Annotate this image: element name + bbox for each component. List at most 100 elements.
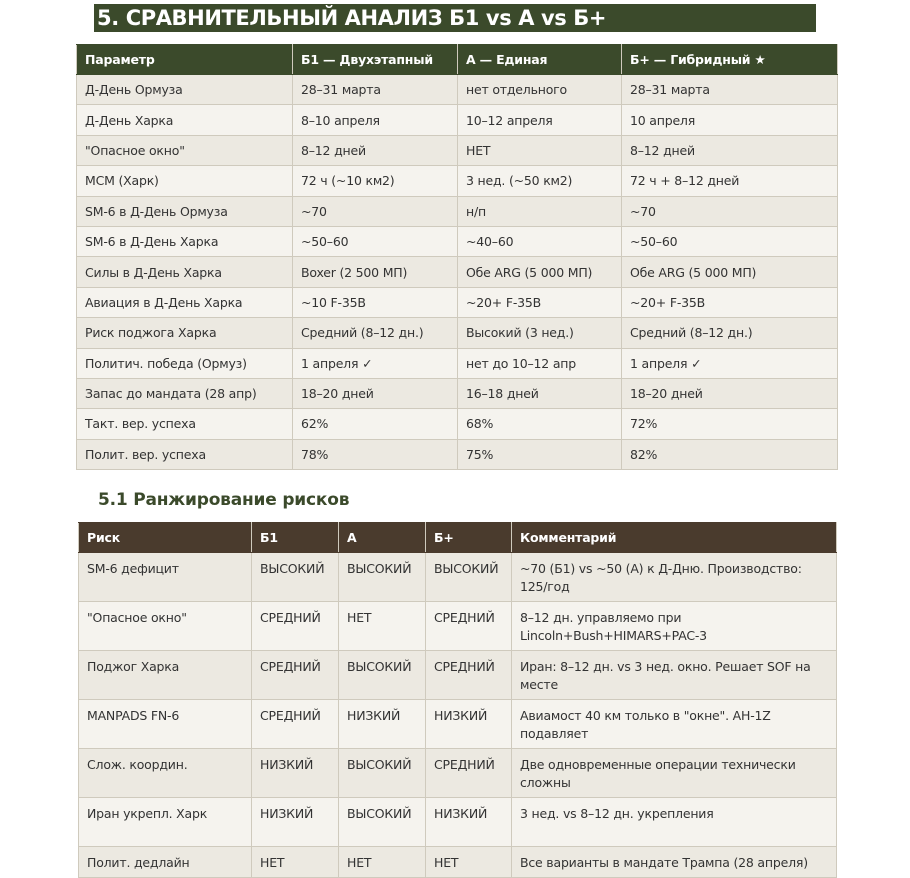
table-row: SM-6 дефицит ВЫСОКИЙ ВЫСОКИЙ ВЫСОКИЙ ~70 (Б1… bbox=[78, 552, 837, 602]
table-cell: 68% bbox=[457, 408, 622, 440]
table-cell: 18–20 дней bbox=[292, 377, 458, 410]
table-cell: 1 апреля ✓ bbox=[621, 347, 838, 379]
table-row: Д-День Харка 8–10 апреля 10–12 апреля 10 ап… bbox=[76, 104, 838, 136]
risk-ranking-table: Риск Б1 А Б+ Комментарий SM-6 дефицит ВЫСОКИЙ… bbox=[78, 522, 837, 878]
table-cell: 8–12 дн. управляемо при Lincoln+Bush+HIM… bbox=[511, 601, 837, 651]
table-cell: "Опасное окно" bbox=[76, 134, 293, 167]
table-row: SM-6 в Д-День Харка ~50–60 ~40–60 ~50–60 bbox=[76, 225, 838, 258]
table-row: Слож. координ. НИЗКИЙ ВЫСОКИЙ СРЕДНИЙ Две од… bbox=[78, 748, 837, 798]
table-cell: ~50–60 bbox=[292, 225, 458, 258]
table-row: "Опасное окно" 8–12 дней НЕТ 8–12 дней bbox=[76, 134, 838, 167]
table-cell: ВЫСОКИЙ bbox=[338, 650, 426, 700]
table-cell: Высокий (3 нед.) bbox=[457, 317, 622, 349]
table-row: Запас до мандата (28 апр) 18–20 дней 16–18… bbox=[76, 377, 838, 410]
table-row: Риск поджога Харка Средний (8–12 дн.) Высо… bbox=[76, 317, 838, 349]
table-cell: Обе ARG (5 000 МП) bbox=[457, 256, 622, 288]
table-cell: MCM (Харк) bbox=[76, 165, 293, 197]
table-cell: 78% bbox=[292, 438, 458, 471]
column-header: А — Единая bbox=[457, 44, 622, 75]
table-cell: SM-6 дефицит bbox=[78, 552, 252, 602]
table-cell: НИЗКИЙ bbox=[251, 748, 339, 798]
column-header: Параметр bbox=[76, 44, 293, 75]
table-cell: Иран укрепл. Харк bbox=[78, 797, 252, 847]
table-cell: НИЗКИЙ bbox=[425, 699, 512, 749]
table-cell: СРЕДНИЙ bbox=[251, 650, 339, 700]
table-cell: Поджог Харка bbox=[78, 650, 252, 700]
table-cell: 10–12 апреля bbox=[457, 104, 622, 136]
table-cell: ~40–60 bbox=[457, 225, 622, 258]
table-cell: СРЕДНИЙ bbox=[425, 748, 512, 798]
section-title: 5. СРАВНИТЕЛЬНЫЙ АНАЛИЗ Б1 vs А vs Б+ bbox=[94, 4, 816, 32]
table-row: Полит. дедлайн НЕТ НЕТ НЕТ Все варианты в ма… bbox=[78, 846, 837, 878]
column-header: А bbox=[338, 522, 426, 553]
table-cell: НЕТ bbox=[457, 134, 622, 167]
table-cell: 82% bbox=[621, 438, 838, 471]
table-cell: НЕТ bbox=[338, 846, 426, 878]
table-cell: 3 нед. (~50 км2) bbox=[457, 165, 622, 197]
table-header-row: Риск Б1 А Б+ Комментарий bbox=[78, 522, 837, 553]
table-cell: НЕТ bbox=[425, 846, 512, 878]
table-cell: Полит. вер. успеха bbox=[76, 438, 293, 471]
table-cell: 1 апреля ✓ bbox=[292, 347, 458, 379]
table-cell: ~20+ F-35B bbox=[457, 286, 622, 319]
table-cell: ВЫСОКИЙ bbox=[251, 552, 339, 602]
table-cell: 8–12 дней bbox=[292, 134, 458, 167]
column-header: Риск bbox=[78, 522, 252, 553]
table-cell: Boxer (2 500 МП) bbox=[292, 256, 458, 288]
table-cell: СРЕДНИЙ bbox=[251, 601, 339, 651]
column-header: Б+ — Гибридный ★ bbox=[621, 44, 838, 75]
table-cell: 72 ч + 8–12 дней bbox=[621, 165, 838, 197]
table-row: "Опасное окно" СРЕДНИЙ НЕТ СРЕДНИЙ 8–12 дн. … bbox=[78, 601, 837, 651]
table-cell: 28–31 марта bbox=[292, 73, 458, 106]
table-cell: 3 нед. vs 8–12 дн. укрепления bbox=[511, 797, 837, 847]
subsection-title: 5.1 Ранжирование рисков bbox=[98, 490, 350, 510]
table-cell: Слож. координ. bbox=[78, 748, 252, 798]
column-header: Б1 bbox=[251, 522, 339, 553]
table-cell: СРЕДНИЙ bbox=[251, 699, 339, 749]
table-cell: 75% bbox=[457, 438, 622, 471]
table-cell: SM-6 в Д-День Ормуза bbox=[76, 195, 293, 227]
table-cell: Иран: 8–12 дн. vs 3 нед. окно. Решает SO… bbox=[511, 650, 837, 700]
table-row: Такт. вер. успеха 62% 68% 72% bbox=[76, 408, 838, 440]
table-cell: Риск поджога Харка bbox=[76, 317, 293, 349]
table-cell: н/п bbox=[457, 195, 622, 227]
table-cell: 8–10 апреля bbox=[292, 104, 458, 136]
table-cell: НЕТ bbox=[338, 601, 426, 651]
table-cell: SM-6 в Д-День Харка bbox=[76, 225, 293, 258]
table-cell: нет отдельного bbox=[457, 73, 622, 106]
table-cell: 62% bbox=[292, 408, 458, 440]
table-cell: ~70 bbox=[621, 195, 838, 227]
table-header-row: Параметр Б1 — Двухэтапный А — Единая Б+ — Г… bbox=[76, 44, 838, 75]
table-cell: ~50–60 bbox=[621, 225, 838, 258]
table-cell: ~20+ F-35B bbox=[621, 286, 838, 319]
table-row: Поджог Харка СРЕДНИЙ ВЫСОКИЙ СРЕДНИЙ Иран: 8… bbox=[78, 650, 837, 700]
table-cell: Все варианты в мандате Трампа (28 апреля… bbox=[511, 846, 837, 878]
table-cell: Средний (8–12 дн.) bbox=[292, 317, 458, 349]
table-cell: ~70 bbox=[292, 195, 458, 227]
comparison-table: Параметр Б1 — Двухэтапный А — Единая Б+ — Г… bbox=[76, 44, 838, 471]
table-cell: нет до 10–12 апр bbox=[457, 347, 622, 379]
table-cell: ВЫСОКИЙ bbox=[338, 748, 426, 798]
table-cell: ВЫСОКИЙ bbox=[425, 552, 512, 602]
table-cell: ВЫСОКИЙ bbox=[338, 552, 426, 602]
table-cell: 8–12 дней bbox=[621, 134, 838, 167]
table-cell: Силы в Д-День Харка bbox=[76, 256, 293, 288]
table-cell: Обе ARG (5 000 МП) bbox=[621, 256, 838, 288]
table-cell: Д-День Ормуза bbox=[76, 73, 293, 106]
table-cell: НИЗКИЙ bbox=[425, 797, 512, 847]
table-cell: СРЕДНИЙ bbox=[425, 601, 512, 651]
table-cell: 72 ч (~10 км2) bbox=[292, 165, 458, 197]
table-row: Силы в Д-День Харка Boxer (2 500 МП) Обе A… bbox=[76, 256, 838, 288]
table-cell: 10 апреля bbox=[621, 104, 838, 136]
table-row: Авиация в Д-День Харка ~10 F-35B ~20+ F-35… bbox=[76, 286, 838, 319]
table-cell: СРЕДНИЙ bbox=[425, 650, 512, 700]
table-row: Политич. победа (Ормуз) 1 апреля ✓ нет до … bbox=[76, 347, 838, 379]
table-cell: MANPADS FN-6 bbox=[78, 699, 252, 749]
table-cell: 28–31 марта bbox=[621, 73, 838, 106]
table-row: Д-День Ормуза 28–31 марта нет отдельного 28… bbox=[76, 73, 838, 106]
table-row: MCM (Харк) 72 ч (~10 км2) 3 нед. (~50 км2)… bbox=[76, 165, 838, 197]
table-cell: Две одновременные операции технически сл… bbox=[511, 748, 837, 798]
table-row: Полит. вер. успеха 78% 75% 82% bbox=[76, 438, 838, 471]
table-row: MANPADS FN-6 СРЕДНИЙ НИЗКИЙ НИЗКИЙ Авиамост … bbox=[78, 699, 837, 749]
table-row: Иран укрепл. Харк НИЗКИЙ ВЫСОКИЙ НИЗКИЙ 3 не… bbox=[78, 797, 837, 847]
